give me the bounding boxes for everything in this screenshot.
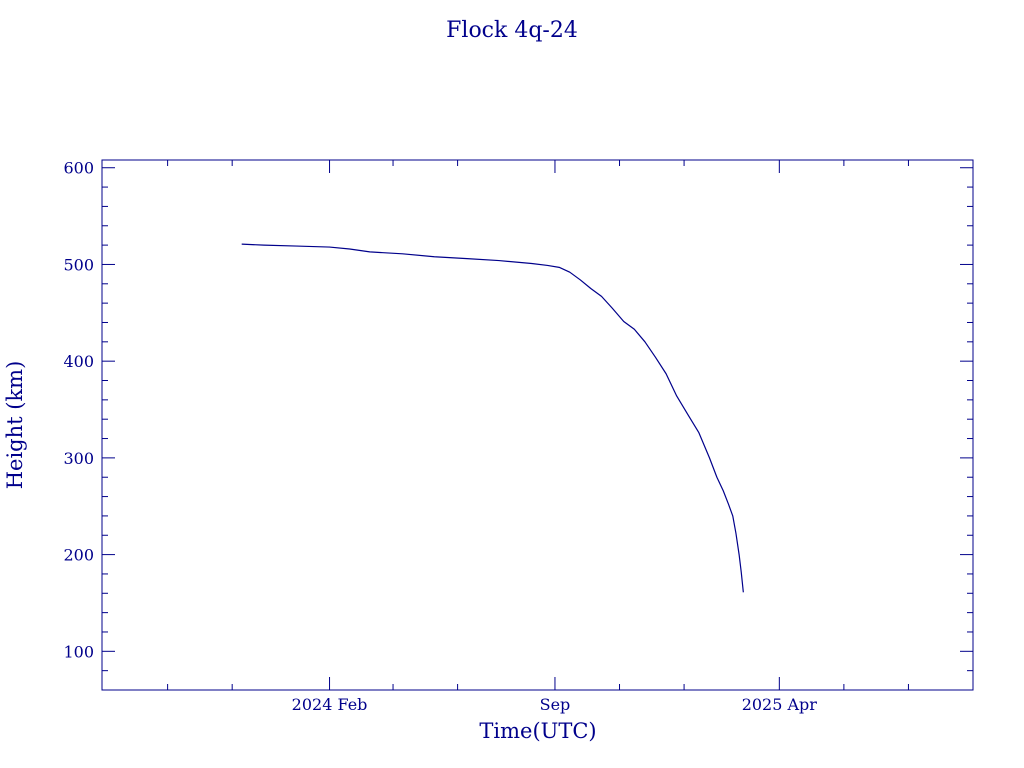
series-layer [241, 243, 744, 593]
plot-frame [101, 159, 974, 691]
y-tick-label: 600 [63, 159, 94, 178]
x-axis: 2024 Feb Sep 2025 Apr [167, 160, 909, 714]
y-tick-label: 400 [63, 352, 94, 371]
y-tick-label: 300 [63, 449, 94, 468]
x-axis-title: Time(UTC) [479, 719, 596, 743]
y-tick-label: 500 [63, 255, 94, 274]
y-axis-title: Height (km) [3, 361, 27, 490]
y-tick-label: 200 [63, 546, 94, 565]
x-tick-label: 2025 Apr [742, 695, 818, 714]
x-tick-label: 2024 Feb [292, 695, 368, 714]
x-tick-label: Sep [540, 695, 571, 714]
y-tick-label: 100 [63, 642, 94, 661]
chart-title: Flock 4q-24 [446, 18, 578, 43]
series-line-0 [241, 243, 744, 593]
y-axis: 100 200 300 400 500 600 [63, 159, 973, 691]
